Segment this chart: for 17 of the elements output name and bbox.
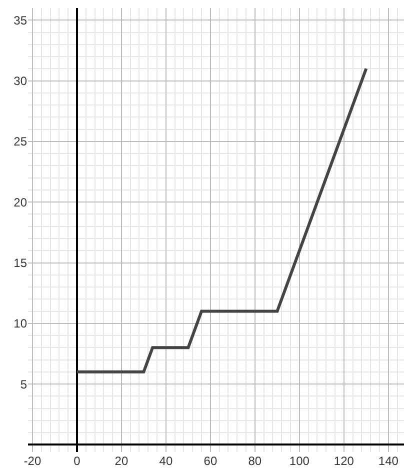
x-tick-label: 140 xyxy=(378,454,399,468)
x-tick-label: 60 xyxy=(204,454,218,468)
line-series xyxy=(75,67,368,374)
y-tick-label: 35 xyxy=(14,13,28,28)
y-tick-label: 5 xyxy=(20,377,28,392)
x-tick-label: 80 xyxy=(248,454,262,468)
y-tick-label: 20 xyxy=(14,195,28,210)
x-tick-label: -20 xyxy=(24,454,42,468)
x-tick-label: 40 xyxy=(159,454,173,468)
x-tick-label: 120 xyxy=(334,454,354,468)
x-tick-label: 100 xyxy=(289,454,310,468)
x-tick-label: 0 xyxy=(74,454,81,468)
y-tick-label: 15 xyxy=(14,256,28,270)
x-tick-label: 20 xyxy=(114,454,128,468)
y-tick-label: 30 xyxy=(14,74,28,88)
y-tick-label: 25 xyxy=(14,134,28,149)
y-tick-label: 10 xyxy=(14,316,28,331)
